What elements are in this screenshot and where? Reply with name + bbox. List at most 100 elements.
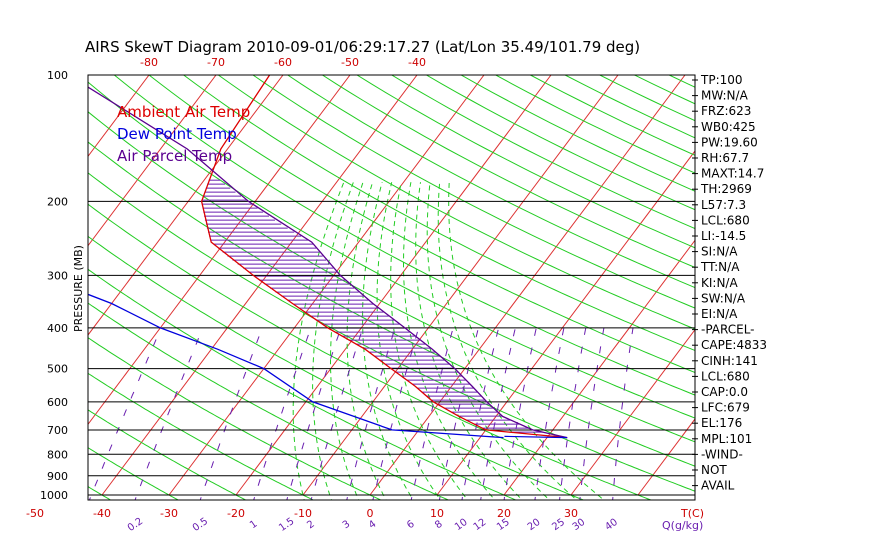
mixing-ratio-line: [612, 327, 634, 500]
dry-adiabat-line: [88, 372, 315, 500]
legend: Ambient Air Temp Dew Point Temp Air Parcel…: [117, 103, 250, 165]
isotherm-line: [503, 239, 695, 496]
mixing-ratio-tick-label: 2: [305, 519, 317, 532]
stat-item: FRZ:623: [701, 104, 751, 118]
background-lines: [88, 75, 695, 500]
mixing-ratio-line: [134, 327, 204, 500]
bottom-temp-tick-label: 0: [367, 507, 374, 520]
isotherm-line: [168, 75, 485, 496]
isotherm-line: [570, 328, 695, 496]
stat-item: CINH:141: [701, 354, 758, 368]
dew-point-line: [88, 293, 504, 439]
x-axis-label: T(C): [680, 507, 704, 520]
dry-adiabat-line: [321, 75, 695, 268]
stat-item: SW:N/A: [701, 291, 746, 305]
stat-item: SI:N/A: [701, 245, 738, 259]
dry-adiabat-line: [88, 447, 180, 500]
mixing-ratio-line: [480, 327, 516, 500]
stat-item: LI:-14.5: [701, 229, 746, 243]
isotherm-line: [88, 75, 217, 247]
mixing-ratio-line: [534, 327, 565, 500]
mixing-ratio-tick-label: 6: [405, 519, 417, 532]
pressure-labels: 100 200 300 400 500 600 700 800 900 1000: [40, 69, 68, 502]
top-temp-tick-label: -70: [207, 56, 225, 69]
surface-dew-connector: [504, 435, 568, 439]
dry-adiabat-line: [88, 141, 695, 467]
bottom-temp-tick-label: -10: [294, 507, 312, 520]
mixing-ratio-line: [461, 327, 500, 500]
mixing-ratio-line: [346, 327, 396, 500]
isotherm-line: [637, 418, 695, 496]
dry-adiabat-line: [88, 203, 653, 500]
stat-item: PW:19.60: [701, 135, 758, 149]
stat-item: MPL:101: [701, 432, 752, 446]
mixing-ratio-line: [253, 327, 312, 500]
pressure-tick-label: 800: [47, 448, 68, 461]
plot-frame: [87, 74, 696, 501]
dry-adiabat-line: [88, 172, 695, 492]
dry-adiabat-line: [148, 75, 695, 374]
dry-adiabat-line: [88, 268, 517, 500]
isotherm-line: [88, 75, 150, 158]
mixing-ratio-tick-label: 3: [341, 519, 353, 532]
dry-adiabat-line: [252, 75, 695, 309]
stat-item: LCL:680: [701, 369, 750, 383]
dry-adiabat-line: [88, 302, 450, 500]
top-temp-labels: -80 -70 -60 -50 -40: [140, 56, 426, 69]
isotherm-line: [235, 75, 552, 496]
moist-adiabat-line: [330, 182, 364, 500]
moist-adiabat-line: [362, 182, 414, 500]
isotherm-line: [436, 150, 695, 496]
moist-adiabat-line: [346, 182, 387, 500]
top-temp-tick-label: -40: [408, 56, 426, 69]
cape-hatch-fill: [201, 179, 561, 437]
bottom-temp-tick-label: 30: [564, 507, 578, 520]
mixing-ratio-line: [503, 327, 537, 500]
mixing-ratio-tick-label: 8: [433, 519, 445, 532]
bottom-temp-tick-label: -40: [93, 507, 111, 520]
stat-item: TT:N/A: [700, 260, 740, 274]
top-temp-tick-label: -60: [274, 56, 292, 69]
dry-adiabat-line: [113, 75, 695, 396]
moist-adiabat-line: [415, 182, 523, 500]
legend-entry: Ambient Air Temp: [117, 103, 250, 121]
y-axis-label: PRESSURE (MB): [72, 245, 85, 332]
isotherm-line: [302, 75, 619, 496]
bottom-temp-tick-label: -30: [160, 507, 178, 520]
mixing-ratio-unit: Q(g/kg): [662, 519, 703, 532]
mixing-ratio-line: [372, 327, 420, 500]
dry-adiabat-line: [88, 111, 695, 443]
stat-item: TP:100: [700, 73, 743, 87]
moist-adiabat-line: [312, 182, 354, 500]
stat-item: MAXT:14.7: [701, 167, 764, 181]
mixing-ratio-line: [579, 327, 605, 500]
stat-item: EI:N/A: [701, 307, 738, 321]
stat-item: EL:176: [701, 416, 742, 430]
stat-item: LFC:679: [701, 401, 750, 415]
moist-adiabat-line: [292, 182, 345, 500]
mixing-ratio-line: [199, 327, 263, 500]
bottom-temp-tick-label: 10: [430, 507, 444, 520]
isotherm-line: [88, 75, 284, 336]
stat-item: WB0:425: [701, 120, 756, 134]
pressure-tick-label: 300: [47, 269, 68, 282]
top-temp-tick-label: -80: [140, 56, 158, 69]
moist-adiabat-line: [448, 182, 605, 500]
stat-item: RH:67.7: [701, 151, 749, 165]
pressure-tick-label: 400: [47, 322, 68, 335]
isotherm-line: [101, 75, 418, 496]
dry-adiabat-line: [182, 75, 695, 352]
top-temp-tick-label: -50: [341, 56, 359, 69]
isotherm-line: [88, 75, 351, 426]
stat-item: KI:N/A: [701, 276, 738, 290]
chart-title: AIRS SkewT Diagram 2010-09-01/06:29:17.2…: [85, 38, 640, 56]
stat-item: AVAIL: [701, 479, 735, 493]
stat-item: LCL:680: [701, 213, 750, 227]
pressure-tick-label: 200: [47, 195, 68, 208]
mixing-ratio-line: [286, 327, 342, 500]
pressure-tick-label: 500: [47, 363, 68, 376]
bottom-temp-labels: -50 -40 -30 -20 -10 0 10 20 30: [26, 507, 578, 520]
parcel-temp-line: [88, 86, 568, 439]
